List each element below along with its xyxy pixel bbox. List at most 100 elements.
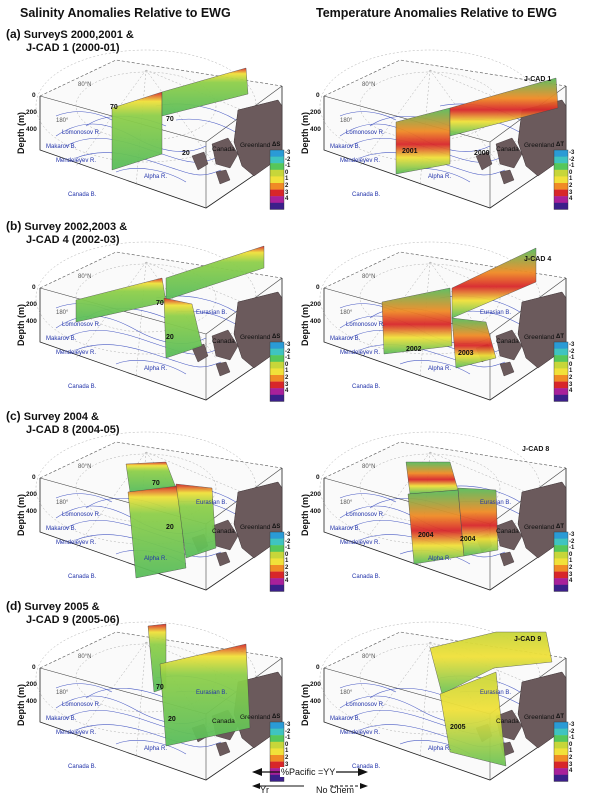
longitude-label: 180°	[56, 690, 69, 696]
section-mark: J-CAD 8	[522, 446, 550, 453]
depth-tick: 0	[316, 92, 320, 99]
depth-tick: 200	[26, 491, 37, 498]
depth-tick: 0	[32, 474, 36, 481]
ridge-label: Mendeleyev R.	[340, 158, 381, 164]
scale-tick-label: 2	[569, 755, 573, 761]
ridge-label: Mendeleyev R.	[340, 540, 381, 546]
scale-tick-label: 2	[285, 755, 289, 761]
section-mark: J-CAD 9	[514, 636, 542, 643]
depth-axis-label: Depth (m)	[300, 112, 310, 154]
legend-arrow-text: %Pacific =YY	[280, 767, 337, 777]
depth-tick: 200	[26, 301, 37, 308]
scale-tick-label: -2	[569, 156, 575, 163]
ridge-label: Mendeleyev R.	[56, 730, 97, 736]
ridge-label: Lomonosov R.	[62, 512, 101, 518]
scale-tick-label: -1	[285, 355, 291, 362]
ridge-label: Eurasian B.	[196, 690, 228, 696]
scale-tick-label: 1	[569, 368, 573, 375]
scale-tick-label: 2	[285, 183, 289, 189]
depth-tick: 0	[32, 284, 36, 291]
scale-tick-label: 2	[569, 375, 573, 381]
canada-label: Canada	[212, 338, 235, 345]
scale-tick-label: -2	[569, 538, 575, 545]
section-mark: 70	[156, 300, 164, 307]
longitude-label: 180°	[340, 500, 353, 506]
greenland-label: Greenland	[240, 142, 271, 149]
scale-tick-label: -3	[569, 342, 575, 348]
scale-tick-label: 1	[569, 748, 573, 755]
scale-tick-label: 0	[285, 361, 289, 368]
scale-tick-label: 2	[285, 375, 289, 381]
ridge-label: Makarov B.	[330, 526, 361, 532]
scale-unit-label: ΔS	[272, 714, 281, 720]
depth-tick: 0	[32, 92, 36, 99]
ridge-label: Canada B.	[68, 574, 97, 580]
section-mark: 2000	[474, 150, 490, 157]
temperature-panel-1: Depth (m) 0 200 400 Lomonosov R. Makarov B. Me…	[300, 238, 574, 406]
row-label-2: (c) Survey 2004 & J-CAD 8 (2004-05)	[6, 410, 120, 437]
greenland-label: Greenland	[524, 334, 555, 341]
scale-tick-label: 0	[569, 551, 573, 558]
greenland-label: Greenland	[524, 714, 555, 721]
scale-tick-label: -1	[569, 735, 575, 742]
ridge-label: Makarov B.	[46, 336, 77, 342]
depth-tick: 400	[310, 698, 321, 705]
ridge-label: Mendeleyev R.	[56, 540, 97, 546]
ridge-label: Makarov B.	[330, 336, 361, 342]
latitude-label: 80°N	[362, 274, 376, 280]
section-mark: 2004	[418, 532, 434, 539]
depth-tick: 200	[26, 681, 37, 688]
ridge-label: Canada B.	[68, 764, 97, 770]
ridge-label: Lomonosov R.	[62, 702, 101, 708]
ridge-label: Makarov B.	[46, 716, 77, 722]
ridge-label: Eurasian B.	[480, 310, 512, 316]
row-label-0: (a) SurveyS 2000,2001 & J-CAD 1 (2000-01)	[6, 28, 134, 55]
scale-tick-label: -2	[285, 728, 291, 735]
ridge-label: Lomonosov R.	[346, 512, 385, 518]
row-line2: J-CAD 4 (2002-03)	[26, 234, 120, 246]
scale-tick-label: 3	[285, 189, 289, 196]
depth-tick: 200	[310, 681, 321, 688]
canada-label: Canada	[496, 718, 519, 725]
ridge-label: Lomonosov R.	[346, 130, 385, 136]
scale-tick-label: 3	[569, 571, 573, 578]
salinity-column-title: Salinity Anomalies Relative to EWG	[20, 6, 231, 20]
ridge-label: Lomonosov R.	[62, 322, 101, 328]
salinity-panel-0: Depth (m) 0 200 400 Lomonosov R. Makarov B. Me…	[16, 46, 290, 214]
scale-tick-label: 4	[285, 578, 289, 585]
scale-tick-label: -2	[569, 728, 575, 735]
ridge-label: Eurasian B.	[480, 500, 512, 506]
depth-tick: 400	[310, 508, 321, 515]
canada-label: Canada	[496, 146, 519, 153]
legend-left-text: Yr	[260, 785, 269, 795]
scale-unit-label: ΔT	[556, 524, 564, 530]
depth-tick: 400	[26, 126, 37, 133]
depth-axis-label: Depth (m)	[16, 304, 26, 346]
section-mark: 70	[152, 480, 160, 487]
scale-tick-label: 3	[569, 381, 573, 388]
scale-tick-label: 3	[285, 761, 289, 768]
ridge-label: Alpha R.	[144, 366, 168, 372]
legend-right-text: No Chem	[316, 785, 355, 795]
scale-tick-label: -3	[285, 722, 291, 728]
ridge-label: Alpha R.	[428, 366, 452, 372]
depth-axis-label: Depth (m)	[300, 304, 310, 346]
ridge-label: Mendeleyev R.	[340, 350, 381, 356]
depth-tick: 400	[26, 698, 37, 705]
ridge-label: Lomonosov R.	[346, 702, 385, 708]
ridge-label: Canada B.	[352, 574, 381, 580]
scale-unit-label: ΔS	[272, 524, 281, 530]
depth-axis-label: Depth (m)	[16, 112, 26, 154]
scale-tick-label: 1	[285, 558, 289, 565]
depth-tick: 0	[316, 664, 320, 671]
row-line2: J-CAD 1 (2000-01)	[26, 42, 120, 54]
scale-tick-label: 0	[285, 741, 289, 748]
scale-tick-label: -3	[285, 532, 291, 538]
section-mark: 70	[166, 116, 174, 123]
ridge-label: Canada B.	[352, 764, 381, 770]
scale-tick-label: -2	[285, 538, 291, 545]
longitude-label: 180°	[340, 690, 353, 696]
ridge-label: Canada B.	[68, 384, 97, 390]
scale-unit-label: ΔT	[556, 142, 564, 148]
scale-tick-label: -3	[285, 150, 291, 156]
